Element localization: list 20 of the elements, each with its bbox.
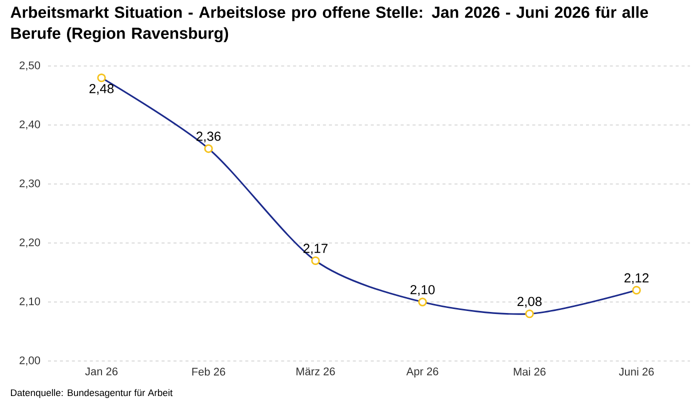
- data-label: 2,10: [410, 285, 435, 296]
- x-tick-label: März 26: [296, 368, 335, 376]
- data-label: 2,17: [304, 244, 328, 254]
- y-tick-label: 2,50: [20, 61, 40, 71]
- text: Datenquelle: Bundesagentur für Arbeit: [10, 389, 173, 398]
- y-tick-label: 2,20: [20, 238, 40, 248]
- x-tick-label: Mai 26: [514, 368, 546, 376]
- y-tick-label: 2,30: [20, 179, 40, 189]
- x-tick-label: Feb 26: [192, 368, 226, 376]
- y-tick-label: 2,10: [20, 297, 40, 307]
- x-tick-label: Apr 26: [406, 368, 438, 378]
- data-label: 2,12: [624, 273, 649, 284]
- data-label: 2,48: [90, 84, 114, 95]
- x-tick-label: Juni 26: [618, 368, 654, 376]
- chart-title: Arbeitsmarkt Situation - Arbeitslose pro offene Stelle: Jan 2026 - Juni 2026 für alle Berufe (Region Ravensburg): [10, 6, 648, 42]
- x-tick-label: Jan 26: [85, 368, 118, 376]
- y-tick-label: 2,40: [20, 120, 40, 130]
- y-tick-label: 2,00: [20, 356, 40, 366]
- data-label: 2,36: [196, 132, 221, 142]
- data-label: 2,08: [518, 296, 542, 308]
